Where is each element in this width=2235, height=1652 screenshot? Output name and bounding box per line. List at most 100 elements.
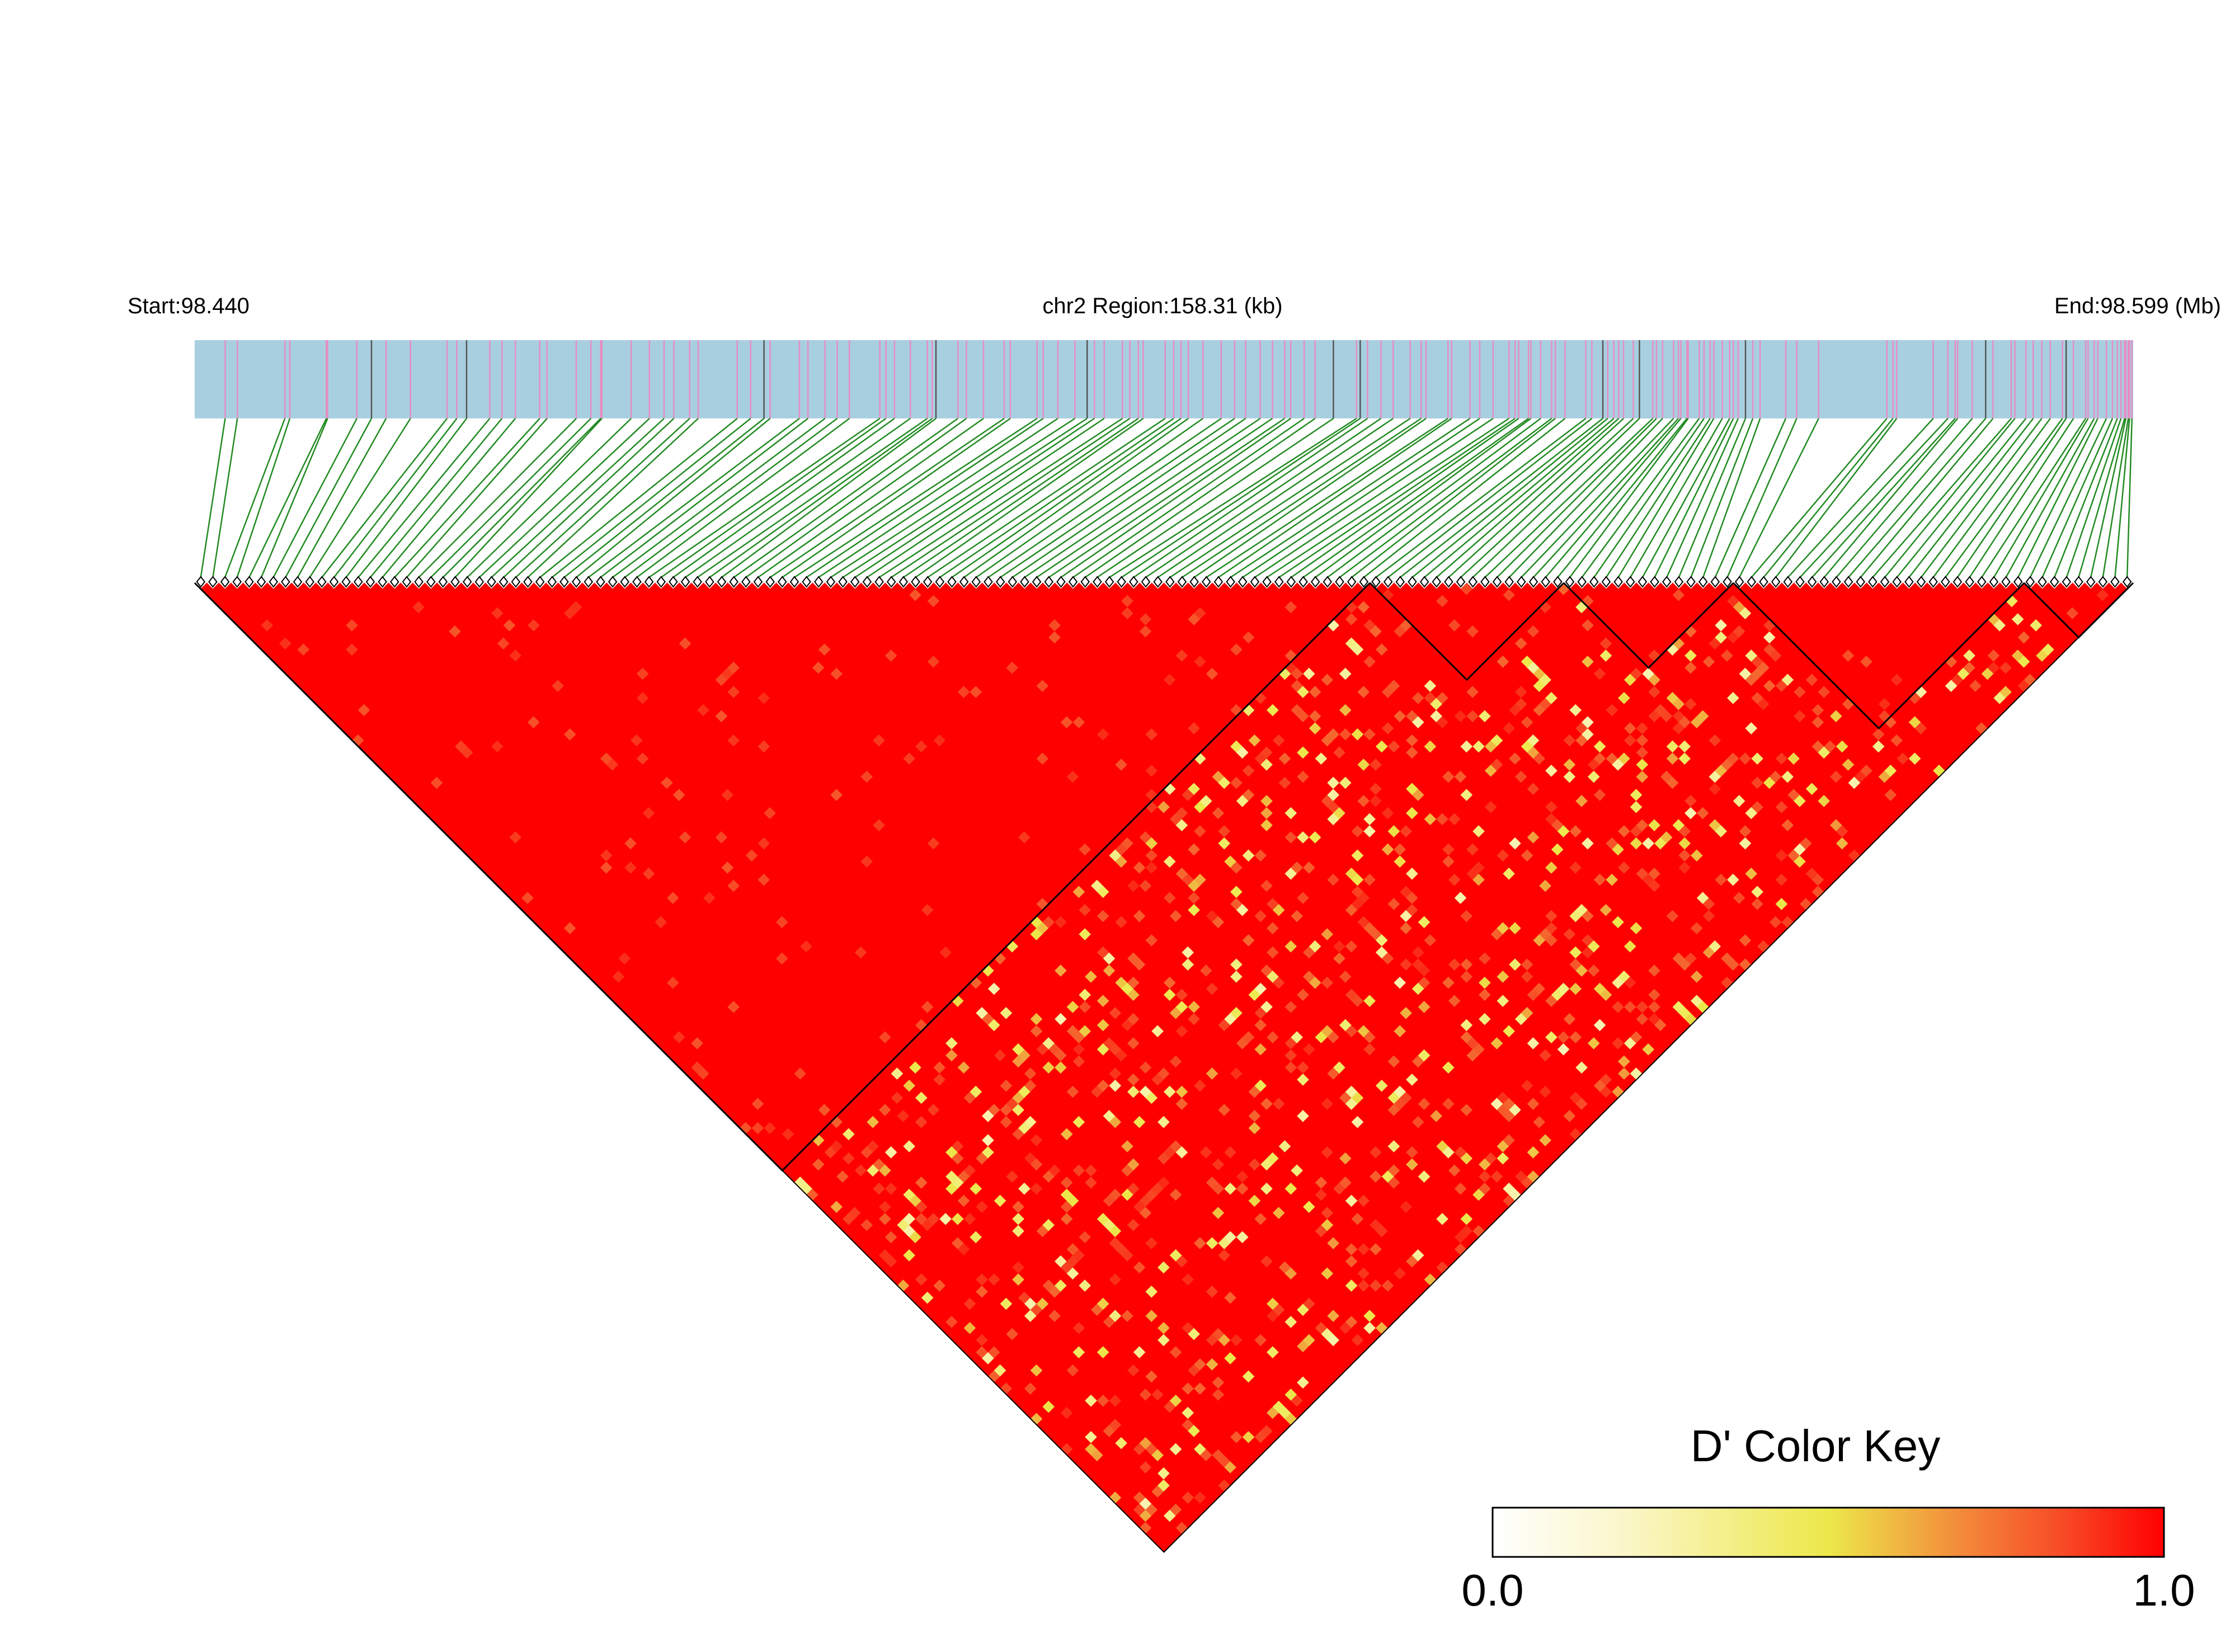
snp-connector [503, 418, 675, 578]
snp-connector [1400, 418, 1603, 578]
snp-connector [1315, 417, 1532, 578]
snp-marker [390, 576, 399, 588]
snp-marker [1553, 576, 1563, 588]
snp-connector [1085, 417, 1316, 578]
snp-connector [321, 418, 448, 578]
snp-marker [1104, 576, 1114, 588]
snp-marker [644, 576, 654, 588]
snp-connector [818, 417, 1058, 578]
snp-marker [1335, 576, 1344, 588]
snp-connector [1714, 418, 1787, 578]
snp-marker [1250, 576, 1260, 588]
snp-connector [1182, 417, 1422, 578]
snp-marker [1492, 576, 1502, 588]
snp-connector [1145, 417, 1382, 578]
snp-marker [1747, 576, 1757, 588]
snp-connector [1726, 418, 1798, 578]
snp-connector [1254, 417, 1494, 578]
snp-marker [547, 576, 557, 588]
snp-connector [479, 418, 650, 578]
snp-connector [1751, 418, 1888, 578]
snp-marker [1371, 576, 1381, 588]
snp-marker [2049, 576, 2059, 588]
snp-connector [200, 418, 226, 578]
snp-marker [1625, 576, 1635, 588]
snp-marker [414, 576, 424, 588]
snp-connector [1363, 418, 1566, 578]
snp-marker [232, 576, 242, 588]
snp-connector [697, 417, 928, 578]
snp-marker [1468, 576, 1478, 588]
snp-marker [317, 576, 327, 588]
snp-marker [1129, 576, 1138, 588]
snp-connector [1121, 417, 1361, 578]
snp-connector-lines [200, 417, 2133, 578]
snp-connector [467, 418, 632, 578]
snp-connector [1932, 418, 2051, 578]
snp-marker [571, 576, 581, 588]
snp-marker [1080, 576, 1090, 588]
snp-connector [212, 418, 238, 578]
snp-connector [1230, 417, 1471, 578]
snp-marker [632, 576, 642, 588]
end-label: End:98.599 (Mb) [2054, 294, 2221, 318]
snp-connector [1993, 418, 2089, 578]
snp-marker [1783, 576, 1793, 588]
snp-connector [588, 418, 800, 578]
snp-connector [867, 417, 1105, 578]
snp-connector [1339, 417, 1552, 578]
snp-connector [1581, 418, 1700, 578]
snp-marker [438, 576, 448, 588]
snp-marker [1008, 576, 1018, 588]
region-label: chr2 Region:158.31 (kb) [1042, 294, 1282, 318]
snp-marker [911, 576, 920, 588]
snp-connector [309, 418, 411, 578]
snp-connector [1302, 417, 1529, 578]
snp-marker [1165, 576, 1175, 588]
snp-connector [224, 418, 286, 578]
snp-marker [1032, 576, 1042, 588]
snp-connector [1569, 418, 1689, 578]
snp-connector [1206, 417, 1448, 578]
snp-marker [1577, 576, 1587, 588]
snp-marker [898, 576, 909, 588]
snp-connector [430, 418, 592, 578]
snp-connector [1072, 417, 1305, 578]
snp-marker [1589, 576, 1599, 588]
snp-connector [1351, 418, 1556, 578]
snp-connector [1472, 418, 1640, 578]
snp-connector [903, 417, 1139, 578]
snp-connector [1956, 418, 2067, 578]
snp-connector [2005, 418, 2095, 578]
snp-marker [1141, 576, 1151, 588]
snp-marker [656, 576, 666, 588]
snp-connector [1775, 418, 1898, 578]
snp-marker [1310, 576, 1320, 588]
snp-marker [559, 576, 569, 588]
snp-marker [220, 576, 230, 588]
snp-marker [2062, 576, 2072, 588]
snp-marker [1880, 576, 1890, 588]
snp-marker [196, 576, 206, 588]
snp-connector [1823, 418, 1959, 578]
snp-marker [1298, 576, 1308, 588]
snp-marker [1226, 576, 1235, 588]
snp-connector [1218, 417, 1452, 578]
snp-connector [2114, 418, 2130, 578]
snp-connector [1921, 418, 2043, 578]
snp-connector [333, 418, 458, 578]
snp-marker [498, 576, 509, 588]
snp-marker [1153, 576, 1163, 588]
snp-connector [1169, 417, 1411, 578]
snp-connector [939, 417, 1174, 578]
snp-connector [782, 417, 1011, 578]
snp-marker [1359, 576, 1369, 588]
snp-marker [1117, 576, 1126, 588]
snp-connector [1908, 418, 2034, 578]
snp-connector [1060, 417, 1291, 578]
snp-connector [806, 417, 1044, 578]
snp-connector [1242, 417, 1480, 578]
snp-connector [576, 418, 771, 578]
snp-connector [2078, 418, 2125, 578]
snp-connector [357, 418, 491, 578]
